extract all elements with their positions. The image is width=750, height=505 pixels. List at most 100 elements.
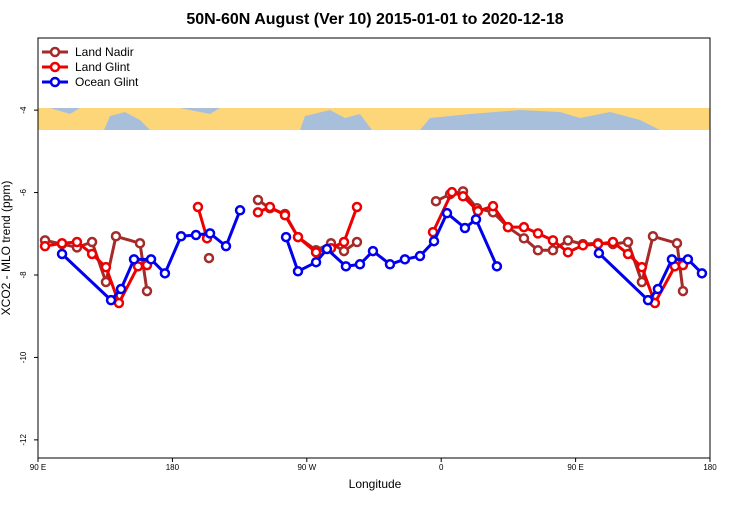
y-tick-label: -4 <box>19 106 28 114</box>
point <box>56 248 68 260</box>
point <box>636 261 648 273</box>
point <box>292 231 304 243</box>
series-line <box>44 190 684 305</box>
point <box>414 250 426 262</box>
point <box>487 200 499 212</box>
point <box>86 236 98 248</box>
point <box>86 248 98 260</box>
point <box>642 294 654 306</box>
point <box>351 201 363 213</box>
point <box>428 235 440 247</box>
point <box>310 247 322 258</box>
point <box>399 254 411 265</box>
y-tick-label: -8 <box>19 271 28 279</box>
point <box>338 245 350 257</box>
point <box>310 256 322 268</box>
legend-marker <box>49 76 61 88</box>
point <box>592 238 604 250</box>
point <box>562 247 574 258</box>
point <box>441 207 453 219</box>
point <box>145 254 157 265</box>
point <box>279 209 291 221</box>
point <box>430 195 442 207</box>
point <box>321 243 333 255</box>
legend-marker <box>49 46 61 58</box>
point <box>457 191 469 202</box>
y-tick-label: -6 <box>19 188 28 196</box>
point <box>220 240 232 252</box>
x-tick-label: 90 W <box>297 463 316 472</box>
point <box>593 247 605 259</box>
point <box>159 268 171 279</box>
y-tick-label: -10 <box>19 351 28 363</box>
point <box>532 228 544 239</box>
x-tick-label: 90 E <box>567 463 583 472</box>
point <box>115 283 127 295</box>
point <box>351 236 363 248</box>
point <box>56 238 68 249</box>
point <box>128 254 140 265</box>
legend-label: Ocean Glint <box>75 75 139 89</box>
point <box>622 236 634 248</box>
x-tick-label: 180 <box>166 463 180 472</box>
point <box>671 238 683 249</box>
y-tick-label: -12 <box>19 434 28 446</box>
point <box>518 233 530 244</box>
point <box>190 229 202 241</box>
point <box>340 261 352 272</box>
legend-marker <box>49 61 61 73</box>
point <box>666 254 678 265</box>
x-tick-label: 0 <box>439 463 444 472</box>
point <box>292 266 304 277</box>
point <box>234 205 246 216</box>
series-line <box>61 209 703 302</box>
point <box>100 261 112 273</box>
point <box>384 259 396 270</box>
point <box>71 236 83 248</box>
point <box>647 231 659 242</box>
chart-title: 50N-60N August (Ver 10) 2015-01-01 to 20… <box>186 11 563 28</box>
point <box>280 231 292 243</box>
legend-label: Land Nadir <box>75 45 134 59</box>
point <box>677 285 689 297</box>
point <box>175 231 187 242</box>
point <box>354 259 366 270</box>
point <box>652 283 664 295</box>
point <box>252 194 264 206</box>
map-strip <box>38 108 710 130</box>
point <box>459 222 471 234</box>
point <box>446 186 458 198</box>
point <box>204 228 216 239</box>
x-tick-label: 180 <box>703 463 717 472</box>
x-axis-label: Longitude <box>349 477 402 491</box>
point <box>696 268 708 279</box>
point <box>491 261 503 272</box>
point <box>203 252 215 264</box>
point <box>682 254 694 265</box>
point <box>338 236 350 248</box>
point <box>110 231 122 242</box>
y-axis-label: XCO2 - MLO trend (ppm) <box>0 181 13 316</box>
x-tick-label: 90 E <box>30 463 46 472</box>
point <box>470 214 482 225</box>
point <box>39 240 51 252</box>
point <box>264 201 276 213</box>
point <box>577 240 589 251</box>
point <box>141 285 153 297</box>
point <box>472 205 484 217</box>
point <box>192 201 204 213</box>
point <box>252 207 264 218</box>
point <box>518 221 530 233</box>
point <box>105 294 117 306</box>
point <box>134 238 146 249</box>
point <box>547 235 559 246</box>
point <box>367 245 379 257</box>
point <box>622 248 634 260</box>
plot-frame <box>37 37 711 459</box>
legend-label: Land Glint <box>75 60 130 74</box>
point <box>562 235 574 246</box>
point <box>547 245 559 256</box>
point <box>502 221 514 233</box>
point <box>532 245 544 256</box>
